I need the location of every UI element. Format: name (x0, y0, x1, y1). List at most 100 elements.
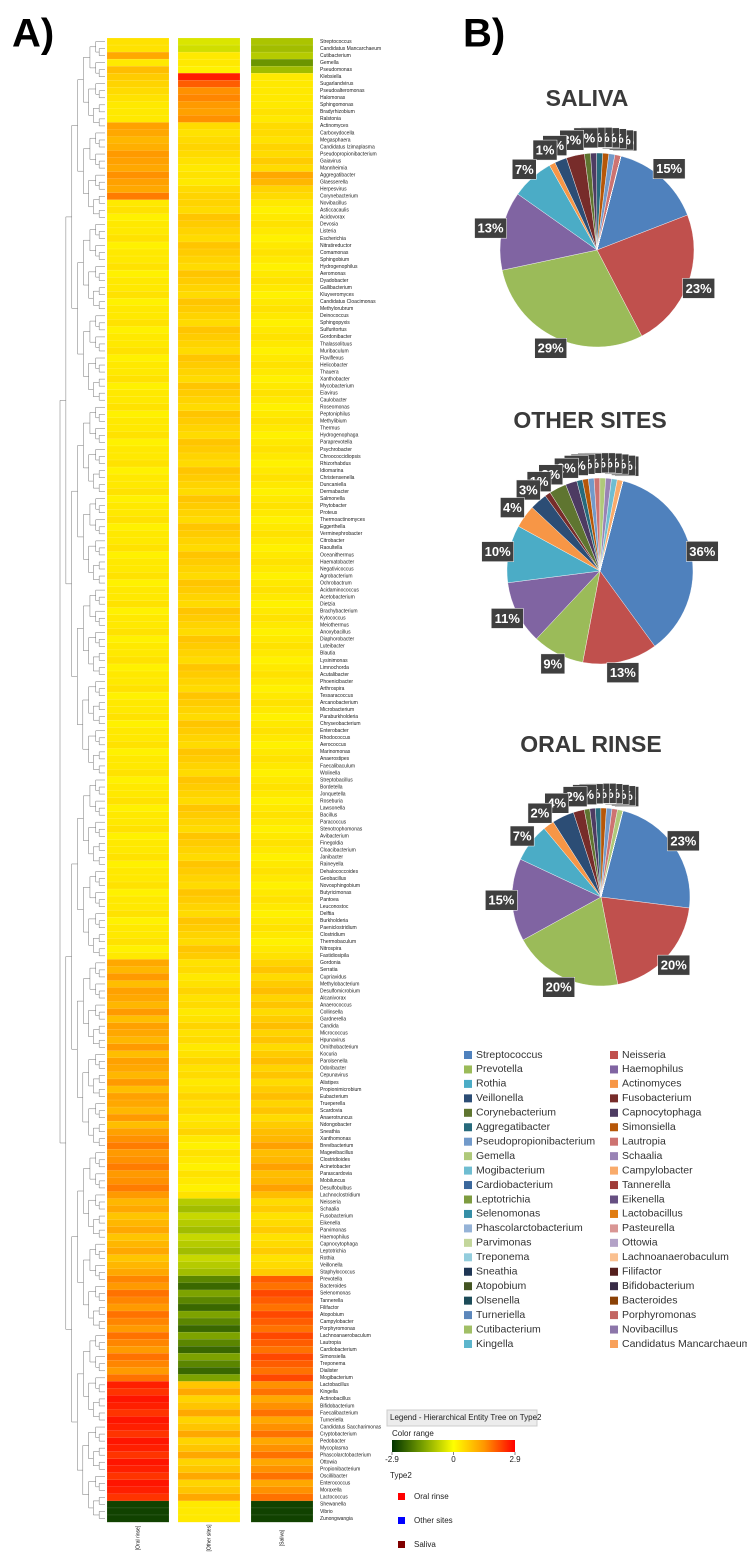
pie-title: ORAL RINSE (520, 731, 661, 757)
row-label: Enterococcus (320, 1481, 351, 1487)
heat-cell (250, 1486, 314, 1495)
heat-cell (177, 192, 241, 201)
row-label: Mycobacterium (320, 383, 354, 389)
heat-cell (250, 480, 314, 489)
heat-cell (177, 115, 241, 123)
heat-cell (177, 987, 241, 995)
heat-cell (250, 523, 314, 531)
heat-cell (250, 656, 314, 665)
heat-cell (177, 312, 241, 320)
heat-cell (106, 122, 170, 130)
heat-cell (177, 811, 241, 820)
heat-cell (177, 1233, 241, 1242)
heat-cell (106, 333, 170, 341)
heat-cell (250, 234, 314, 243)
heat-cell (106, 487, 170, 496)
heat-cell (177, 157, 241, 165)
heat-cell (250, 1261, 314, 1270)
row-label: Neisseria (320, 1199, 341, 1205)
heat-cell (250, 797, 314, 805)
row-label: Wolinella (320, 770, 340, 776)
heat-cell (250, 284, 314, 292)
heat-cell (106, 572, 170, 580)
data-label-box (657, 954, 691, 976)
legend-label: Mogibacterium (476, 1164, 545, 1176)
heat-cell (250, 262, 314, 271)
heat-cell (250, 1493, 314, 1502)
row-label: Propionibacterium (320, 1467, 360, 1473)
legend-label: Porphyromonas (622, 1309, 696, 1321)
heat-cell (106, 213, 170, 222)
heat-cell (106, 846, 170, 855)
heat-cell (106, 319, 170, 327)
heat-cell (250, 108, 314, 116)
row-label: Acutalibacter (320, 672, 349, 678)
heat-cell (177, 1493, 241, 1502)
heat-cell (106, 1149, 170, 1157)
heat-cell (177, 839, 241, 848)
row-label: Rothia (320, 1256, 335, 1262)
heat-cell (177, 684, 241, 693)
heat-cell (106, 1310, 170, 1319)
row-label: Ralstonia (320, 116, 341, 122)
heat-cell (250, 269, 314, 278)
row-label: Schaalia (320, 1206, 339, 1212)
heat-cell (106, 1465, 170, 1474)
heat-cell (250, 157, 314, 165)
heat-cell (177, 1198, 241, 1206)
heat-cell (250, 748, 314, 756)
legend-swatch (464, 1152, 472, 1161)
heat-cell (106, 1219, 170, 1227)
heat-cell (250, 642, 314, 651)
heat-cell (250, 706, 314, 714)
row-label: Xanthomonas (320, 1136, 351, 1142)
heat-cell (177, 1071, 241, 1080)
heat-cell (177, 424, 241, 433)
heat-cell (250, 1247, 314, 1256)
data-label-box (481, 541, 514, 562)
heat-cell (177, 276, 241, 285)
heat-cell (106, 1331, 170, 1340)
heat-cell (106, 881, 170, 890)
color-range-title: Color range (392, 1429, 434, 1438)
heat-cell (106, 684, 170, 693)
heat-cell (250, 1135, 314, 1143)
legend-swatch (610, 1325, 618, 1334)
heat-cell (177, 656, 241, 665)
row-label: Methylibium (320, 419, 347, 425)
heat-cell (106, 1106, 170, 1115)
row-label: Mycoplasma (320, 1445, 348, 1451)
heat-cell (250, 326, 314, 334)
row-label: Gordonia (320, 960, 341, 966)
heat-cell (106, 874, 170, 883)
row-label: Roseomonas (320, 405, 350, 411)
heat-cell (250, 122, 314, 130)
heat-cell (106, 811, 170, 820)
row-label: Bradyrhizobium (320, 109, 355, 115)
row-label: Tessaracoccus (320, 693, 354, 699)
row-label: Phytobacter (320, 503, 347, 509)
heat-cell (106, 1001, 170, 1009)
heat-cell (177, 565, 241, 573)
legend-swatch (610, 1051, 618, 1059)
heat-cell (177, 1465, 241, 1474)
heat-cell (250, 698, 314, 707)
heat-cell (106, 1472, 170, 1481)
legend-label: Pasteurella (622, 1222, 675, 1234)
row-label: Mobiluncus (320, 1178, 346, 1184)
heat-cell (250, 825, 314, 834)
row-label: Aggregatibacter (320, 172, 356, 178)
legend-swatch (610, 1253, 618, 1262)
row-label: Ottowia (320, 1460, 337, 1466)
heat-cell (177, 108, 241, 116)
row-label: Acetobacterium (320, 594, 355, 600)
heat-cell (250, 1233, 314, 1242)
heat-cell (106, 241, 170, 250)
row-label: Anaerococcus (320, 1002, 352, 1008)
row-label: Cupriavidus (320, 974, 347, 980)
legend-label: Tannerella (622, 1179, 671, 1191)
heat-cell (250, 487, 314, 496)
heat-cell (250, 1444, 314, 1453)
legend-swatch (464, 1340, 472, 1348)
heat-cell (177, 1451, 241, 1460)
